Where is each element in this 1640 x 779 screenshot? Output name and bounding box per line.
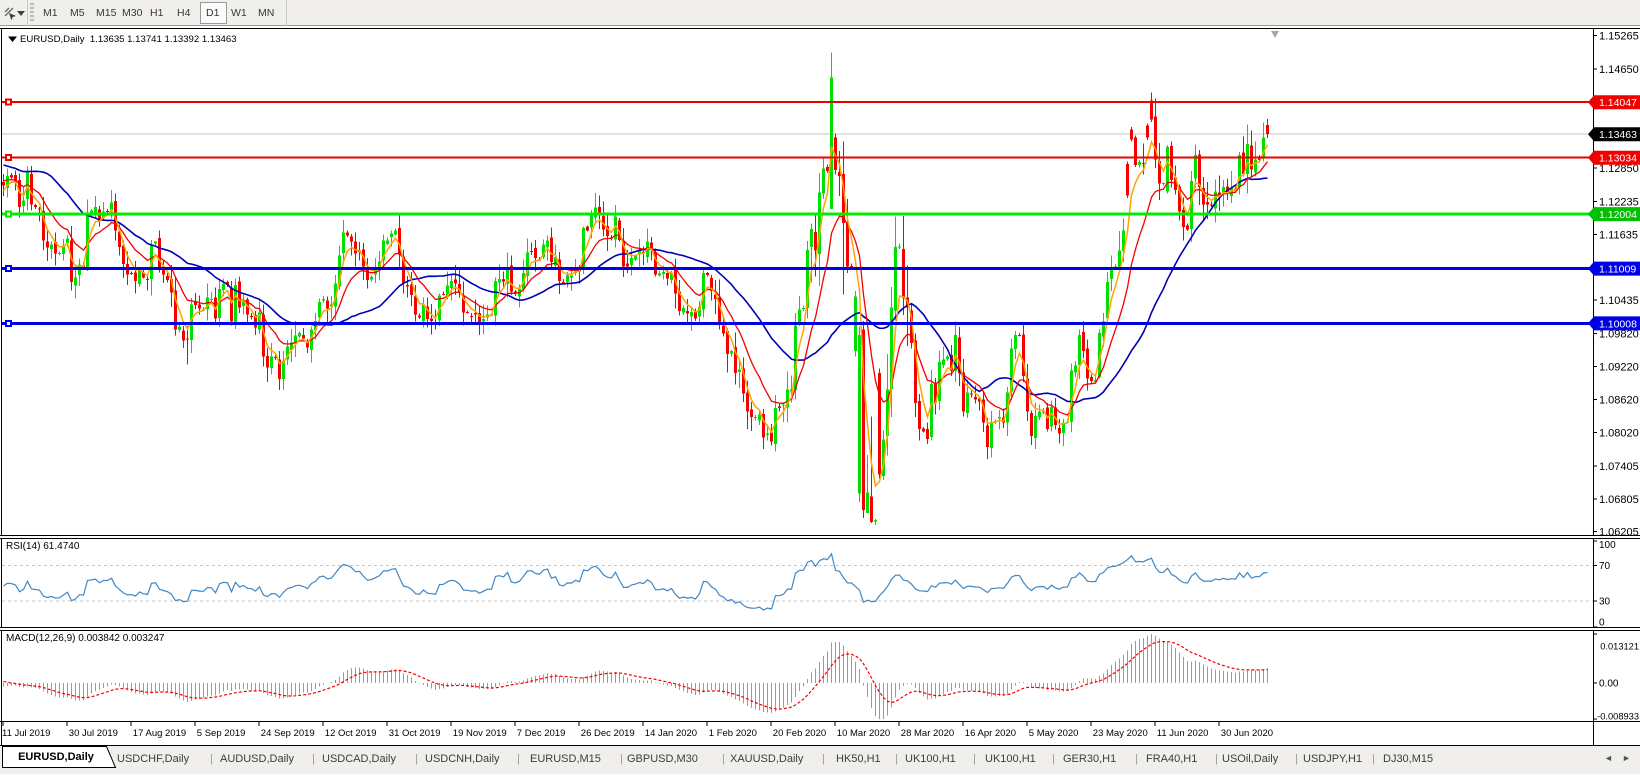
svg-text:1.08020: 1.08020 — [1599, 427, 1639, 439]
svg-text:14 Jan 2020: 14 Jan 2020 — [645, 728, 697, 739]
svg-text:30: 30 — [1599, 597, 1611, 608]
svg-text:1.10008: 1.10008 — [1599, 318, 1637, 330]
svg-text:1.12850: 1.12850 — [1599, 163, 1639, 175]
svg-text:12 Oct 2019: 12 Oct 2019 — [325, 728, 377, 739]
svg-text:17 Aug 2019: 17 Aug 2019 — [133, 728, 186, 739]
svg-text:1.10435: 1.10435 — [1599, 295, 1639, 307]
svg-text:MACD(12,26,9) 0.003842 0.00324: MACD(12,26,9) 0.003842 0.003247 — [6, 633, 165, 644]
svg-text:7 Dec 2019: 7 Dec 2019 — [517, 728, 566, 739]
svg-text:11 Jul 2019: 11 Jul 2019 — [2, 728, 50, 739]
svg-text:-0.008933: -0.008933 — [1597, 712, 1639, 722]
svg-text:1.15265: 1.15265 — [1599, 31, 1639, 43]
svg-text:1.11009: 1.11009 — [1599, 264, 1636, 276]
svg-text:28 Mar 2020: 28 Mar 2020 — [901, 728, 954, 739]
svg-text:31 Oct 2019: 31 Oct 2019 — [389, 728, 441, 739]
svg-text:1 Feb 2020: 1 Feb 2020 — [709, 728, 757, 739]
svg-text:1.06205: 1.06205 — [1599, 527, 1639, 539]
svg-text:24 Sep 2019: 24 Sep 2019 — [261, 728, 315, 739]
svg-text:1.09220: 1.09220 — [1599, 362, 1639, 374]
svg-text:5 May 2020: 5 May 2020 — [1029, 728, 1079, 739]
svg-text:1.07405: 1.07405 — [1599, 461, 1639, 473]
svg-text:1.13034: 1.13034 — [1599, 153, 1637, 165]
svg-text:26 Dec 2019: 26 Dec 2019 — [581, 728, 635, 739]
svg-text:19 Nov 2019: 19 Nov 2019 — [453, 728, 507, 739]
svg-text:11 Jun 2020: 11 Jun 2020 — [1157, 728, 1209, 739]
svg-text:1.11635: 1.11635 — [1599, 229, 1638, 241]
svg-text:23 May 2020: 23 May 2020 — [1093, 728, 1148, 739]
svg-text:1.14650: 1.14650 — [1599, 64, 1639, 76]
svg-text:1.12235: 1.12235 — [1599, 196, 1639, 208]
svg-text:1.06805: 1.06805 — [1599, 494, 1639, 506]
svg-text:30 Jun 2020: 30 Jun 2020 — [1221, 728, 1273, 739]
svg-text:5 Sep 2019: 5 Sep 2019 — [197, 728, 246, 739]
svg-text:10 Mar 2020: 10 Mar 2020 — [837, 728, 890, 739]
svg-text:0: 0 — [1599, 618, 1605, 629]
svg-text:70: 70 — [1599, 561, 1611, 572]
svg-text:100: 100 — [1599, 540, 1616, 551]
svg-text:1.08620: 1.08620 — [1599, 394, 1639, 406]
svg-text:1.09820: 1.09820 — [1599, 329, 1639, 341]
svg-text:30 Jul 2019: 30 Jul 2019 — [69, 728, 118, 739]
svg-text:EURUSD,Daily 1.13635 1.13741: EURUSD,Daily 1.13635 1.13741 1.13392 1.1… — [20, 34, 237, 45]
svg-text:1.13463: 1.13463 — [1599, 129, 1637, 141]
svg-text:RSI(14) 61.4740: RSI(14) 61.4740 — [6, 541, 80, 552]
svg-text:20 Feb 2020: 20 Feb 2020 — [773, 728, 826, 739]
svg-text:1.12004: 1.12004 — [1599, 209, 1637, 221]
svg-text:16 Apr 2020: 16 Apr 2020 — [965, 728, 1016, 739]
svg-text:0.00: 0.00 — [1599, 678, 1619, 689]
svg-text:1.14047: 1.14047 — [1599, 97, 1637, 109]
svg-text:0.013121: 0.013121 — [1600, 642, 1639, 652]
